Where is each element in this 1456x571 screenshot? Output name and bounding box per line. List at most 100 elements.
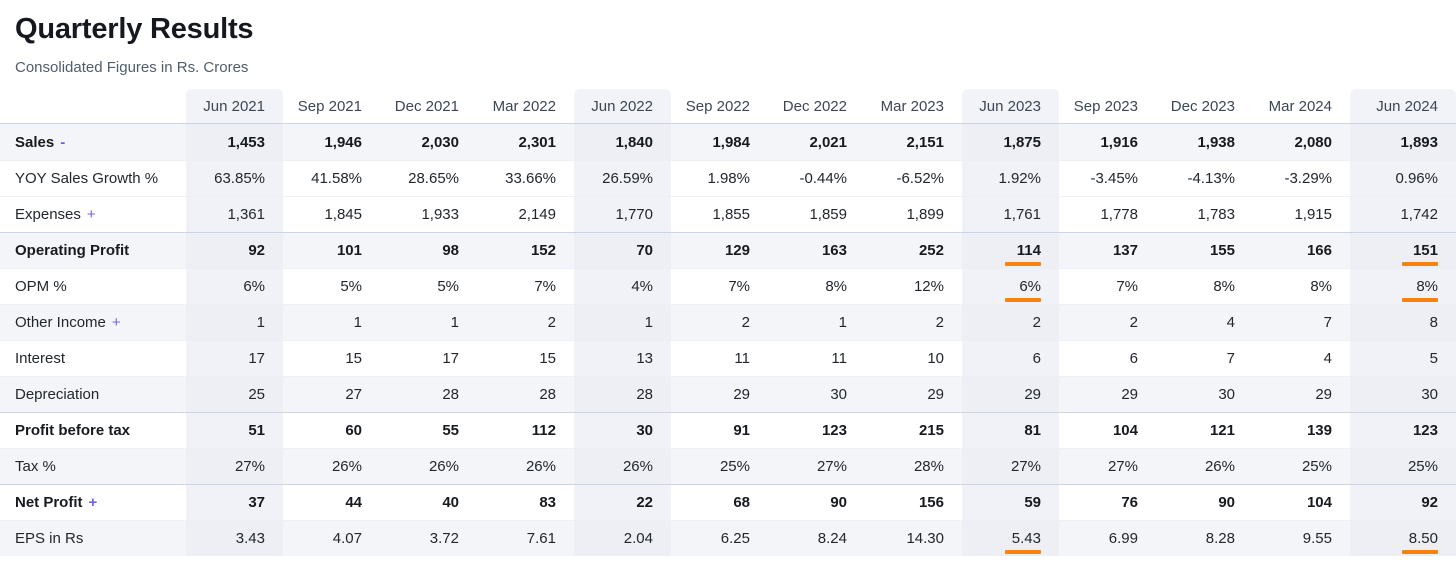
column-header-jun-2022: Jun 2022 (574, 89, 671, 124)
cell-interest-mar-2023: 10 (865, 340, 962, 376)
cell-value: 26% (622, 458, 653, 475)
column-header-mar-2024: Mar 2024 (1253, 89, 1350, 124)
cell-depreciation-mar-2023: 29 (865, 376, 962, 412)
row-label-cell-opm-pct: OPM % (0, 268, 186, 304)
cell-value: 1 (838, 314, 847, 331)
cell-value: 2 (1129, 314, 1138, 331)
highlight-underline (1005, 298, 1041, 302)
cell-net-profit-sep-2023: 76 (1059, 484, 1156, 520)
cell-value: 166 (1306, 242, 1332, 259)
cell-value: 1.92% (998, 170, 1041, 187)
cell-operating-profit-mar-2022: 152 (477, 232, 574, 268)
column-header-dec-2022: Dec 2022 (768, 89, 865, 124)
cell-value: 1,742 (1400, 206, 1438, 223)
cell-value: 11 (734, 350, 750, 367)
cell-value: 7 (1323, 314, 1332, 331)
other-income-expand-toggle[interactable]: + (111, 314, 121, 331)
cell-depreciation-sep-2022: 29 (671, 376, 768, 412)
cell-expenses-sep-2021: 1,845 (283, 196, 380, 232)
column-header-mar-2022: Mar 2022 (477, 89, 574, 124)
cell-value: 5% (340, 278, 362, 295)
net-profit-expand-toggle[interactable]: + (88, 494, 98, 511)
cell-value: 5 (1429, 350, 1438, 367)
cell-value: 76 (1121, 494, 1138, 511)
table-row-expenses: Expenses +1,361 1,845 1,933 2,149 1,770 1,855 1… (0, 196, 1456, 232)
cell-operating-profit-jun-2024: 151 (1350, 232, 1456, 268)
cell-value: 252 (918, 242, 944, 259)
sales-expand-toggle[interactable]: - (60, 133, 66, 151)
cell-profit-before-tax-jun-2023: 81 (962, 412, 1059, 448)
row-label: EPS in Rs (15, 530, 84, 547)
cell-value: 1,984 (712, 133, 750, 151)
cell-value: 112 (531, 422, 556, 439)
cell-opm-pct-mar-2023: 12% (865, 268, 962, 304)
cell-value: 4% (631, 278, 653, 295)
cell-value: 155 (1209, 242, 1235, 259)
cell-value: 11 (831, 350, 847, 367)
cell-value: 26% (525, 458, 556, 475)
cell-expenses-sep-2022: 1,855 (671, 196, 768, 232)
cell-opm-pct-jun-2022: 4% (574, 268, 671, 304)
cell-value: 27% (234, 458, 265, 475)
cell-net-profit-dec-2021: 40 (380, 484, 477, 520)
cell-depreciation-jun-2021: 25 (186, 376, 283, 412)
cell-value: 8% (1310, 278, 1332, 295)
row-label: Interest (15, 350, 66, 367)
cell-value: 60 (345, 422, 362, 439)
cell-value: 7.61 (526, 530, 556, 547)
cell-value: 70 (636, 242, 653, 259)
cell-interest-sep-2021: 15 (283, 340, 380, 376)
cell-value: 44 (345, 494, 362, 511)
cell-depreciation-sep-2021: 27 (283, 376, 380, 412)
cell-value: 27% (1107, 458, 1138, 475)
cell-operating-profit-dec-2023: 155 (1156, 232, 1253, 268)
cell-yoy-sales-growth-pct-jun-2022: 26.59% (574, 160, 671, 196)
cell-depreciation-dec-2022: 30 (768, 376, 865, 412)
cell-value: 26% (331, 458, 362, 475)
cell-profit-before-tax-mar-2023: 215 (865, 412, 962, 448)
cell-value: 68 (733, 494, 750, 511)
cell-value: 123 (821, 422, 847, 439)
cell-value: 28.65% (408, 170, 459, 187)
cell-opm-pct-dec-2023: 8% (1156, 268, 1253, 304)
cell-value: -0.44% (799, 170, 847, 187)
cell-opm-pct-sep-2021: 5% (283, 268, 380, 304)
table-body: Sales - 1,453 1,946 2,030 2,301 1,840 1,984 2,02… (0, 124, 1456, 556)
cell-value: 1,361 (227, 206, 265, 223)
quarterly-results-section: Quarterly Results Consolidated Figures i… (0, 12, 1456, 556)
cell-eps-in-rs-mar-2023: 14.30 (865, 520, 962, 556)
row-label: Depreciation (15, 386, 100, 403)
cell-value: 30 (636, 422, 653, 439)
cell-sales-sep-2023: 1,916 (1059, 124, 1156, 160)
cell-interest-jun-2021: 17 (186, 340, 283, 376)
row-label-cell-yoy-sales-growth-pct: YOY Sales Growth % (0, 160, 186, 196)
cell-interest-sep-2023: 6 (1059, 340, 1156, 376)
cell-other-income-jun-2021: 1 (186, 304, 283, 340)
cell-operating-profit-dec-2022: 163 (768, 232, 865, 268)
cell-value: 8.50 (1408, 530, 1438, 547)
cell-tax-pct-mar-2023: 28% (865, 448, 962, 484)
cell-value: 104 (1306, 494, 1332, 511)
cell-value: 2,030 (421, 133, 459, 151)
cell-value: 22 (636, 494, 653, 511)
cell-value: 6% (1019, 278, 1041, 295)
cell-other-income-dec-2023: 4 (1156, 304, 1253, 340)
cell-value: 1,770 (615, 206, 653, 223)
expenses-expand-toggle[interactable]: + (86, 206, 96, 223)
cell-value: 163 (821, 242, 847, 259)
column-header-sep-2021: Sep 2021 (283, 89, 380, 124)
cell-value: 30 (1218, 386, 1235, 403)
cell-value: 25% (1407, 458, 1438, 475)
cell-value: 1,915 (1294, 206, 1332, 223)
table-row-profit-before-tax: Profit before tax 51 60 55 112 30 91 123 215 81 10… (0, 412, 1456, 448)
cell-value: 17 (442, 350, 459, 367)
cell-value: 1,761 (1003, 206, 1041, 223)
row-label: Net Profit (15, 494, 83, 511)
cell-value: 156 (918, 494, 944, 511)
cell-depreciation-sep-2023: 29 (1059, 376, 1156, 412)
cell-eps-in-rs-sep-2023: 6.99 (1059, 520, 1156, 556)
cell-value: 215 (918, 422, 944, 439)
row-label: Expenses (15, 206, 81, 223)
cell-value: 26% (428, 458, 459, 475)
cell-value: 27 (345, 386, 362, 403)
